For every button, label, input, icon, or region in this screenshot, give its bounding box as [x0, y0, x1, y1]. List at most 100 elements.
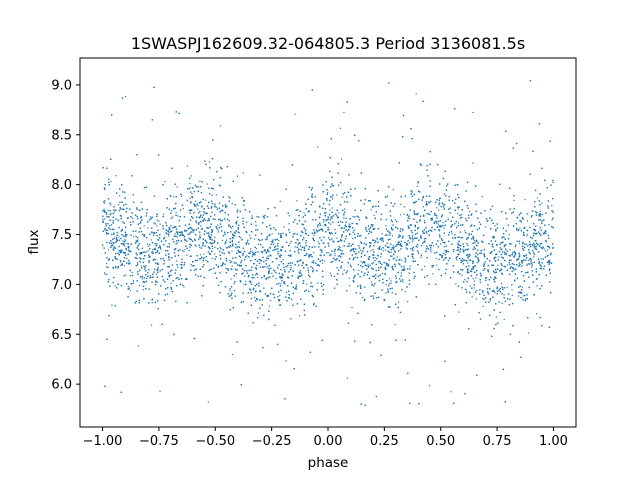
data-point: [168, 231, 170, 233]
data-point: [152, 276, 154, 278]
data-point: [394, 323, 396, 326]
data-point: [482, 305, 484, 308]
data-point: [214, 236, 216, 238]
data-point: [458, 244, 461, 246]
data-point: [255, 221, 257, 223]
data-point: [271, 272, 273, 274]
data-point: [430, 251, 432, 253]
data-point: [120, 261, 122, 263]
data-point: [169, 227, 171, 229]
data-point: [346, 377, 348, 379]
data-point: [118, 236, 120, 238]
data-point: [189, 197, 191, 199]
data-point: [127, 216, 129, 219]
data-point: [530, 216, 532, 218]
data-point: [334, 228, 336, 231]
data-point: [476, 239, 478, 241]
data-point: [285, 291, 288, 293]
data-point: [104, 273, 106, 275]
data-point: [330, 223, 332, 225]
data-point: [326, 192, 329, 194]
data-point: [399, 214, 402, 216]
data-point: [377, 247, 379, 249]
data-point: [115, 253, 117, 255]
data-point: [303, 255, 305, 257]
data-point: [296, 200, 298, 202]
data-point: [460, 214, 463, 216]
data-point: [188, 234, 190, 236]
data-point: [458, 236, 460, 238]
data-point: [391, 255, 393, 257]
data-point: [403, 213, 405, 215]
data-point: [265, 252, 267, 254]
data-point: [295, 284, 298, 286]
data-point: [103, 229, 106, 231]
data-point: [197, 205, 199, 207]
data-point: [426, 246, 428, 248]
data-point: [244, 275, 246, 277]
data-point: [456, 259, 458, 261]
data-point: [124, 239, 126, 241]
data-point: [167, 235, 170, 237]
data-point: [548, 269, 551, 272]
data-point: [250, 248, 252, 250]
data-point: [354, 253, 357, 255]
data-point: [370, 250, 372, 252]
data-point: [125, 274, 127, 276]
data-point: [275, 278, 277, 280]
data-point: [240, 237, 242, 239]
data-point: [176, 260, 178, 262]
data-point: [200, 225, 202, 227]
data-point: [338, 212, 340, 214]
data-point: [251, 215, 253, 217]
data-point: [390, 280, 392, 282]
data-point: [155, 273, 158, 275]
data-point: [494, 225, 496, 227]
data-point: [546, 249, 549, 251]
data-point: [225, 247, 227, 249]
data-point: [274, 245, 277, 247]
data-point: [343, 269, 345, 271]
data-point: [531, 266, 533, 268]
data-point: [381, 272, 384, 275]
data-point: [195, 245, 197, 247]
data-point: [255, 268, 257, 271]
data-point: [473, 280, 476, 282]
data-point: [399, 264, 401, 266]
data-point: [257, 243, 260, 245]
data-point: [239, 256, 242, 258]
data-point: [132, 236, 135, 238]
data-point: [432, 245, 435, 247]
data-point: [317, 146, 319, 148]
data-point: [235, 221, 237, 224]
data-point: [500, 242, 502, 244]
data-point: [332, 240, 334, 242]
data-point: [132, 217, 134, 219]
data-point: [201, 206, 203, 208]
data-point: [182, 207, 184, 210]
data-point: [551, 218, 553, 221]
data-point: [368, 256, 370, 258]
data-point: [377, 255, 379, 257]
data-point: [278, 304, 281, 306]
data-point: [269, 247, 272, 249]
data-point: [443, 241, 446, 243]
data-point: [494, 292, 496, 294]
data-point: [544, 250, 547, 252]
data-point: [138, 285, 140, 287]
data-point: [297, 250, 299, 252]
data-point: [211, 247, 214, 250]
data-point: [104, 202, 106, 204]
data-point: [240, 251, 242, 253]
data-point: [126, 257, 128, 259]
data-point: [486, 269, 489, 271]
data-point: [493, 278, 495, 280]
data-point: [422, 206, 425, 208]
data-point: [331, 207, 333, 209]
data-point: [182, 250, 184, 252]
data-point: [199, 246, 201, 248]
data-point: [219, 125, 222, 127]
data-point: [390, 282, 392, 284]
data-point: [124, 240, 127, 242]
data-point: [382, 250, 384, 252]
